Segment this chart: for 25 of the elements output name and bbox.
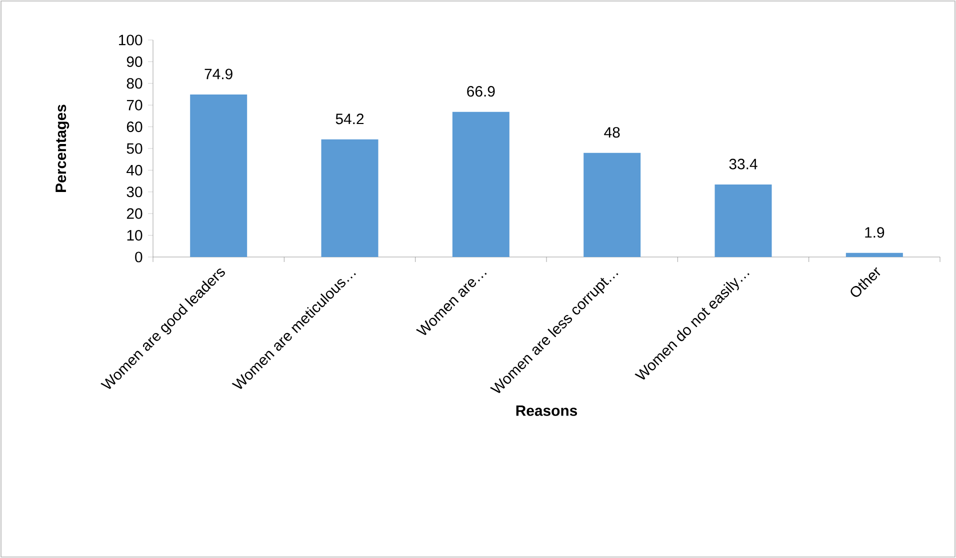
bar [321,139,378,257]
data-label: 54.2 [336,114,364,124]
data-label: 33.4 [729,158,758,170]
y-tick-label: 100 [119,34,142,46]
y-tick-label: 70 [126,100,142,110]
bar [190,94,248,257]
y-tick-label: 30 [126,186,142,198]
y-tick-label: 50 [126,143,142,154]
bar [846,252,903,257]
data-label: 66.9 [467,86,495,97]
data-label: 1.9 [865,227,884,238]
y-axis-title: Percentages [56,104,70,192]
y-tick-label: 80 [126,78,142,89]
bar [452,112,510,257]
y-tick-label: 60 [126,122,142,132]
bar [714,184,772,257]
bar [584,152,641,257]
y-tick-label: 40 [126,164,142,176]
y-tick-label: 90 [126,56,142,67]
data-label: 74.9 [204,68,232,80]
y-tick-label: 10 [127,230,142,241]
y-tick-label: 0 [135,252,142,262]
y-tick-label: 20 [126,208,142,219]
data-label: 48 [604,127,620,138]
x-axis-title: Reasons [516,406,578,416]
